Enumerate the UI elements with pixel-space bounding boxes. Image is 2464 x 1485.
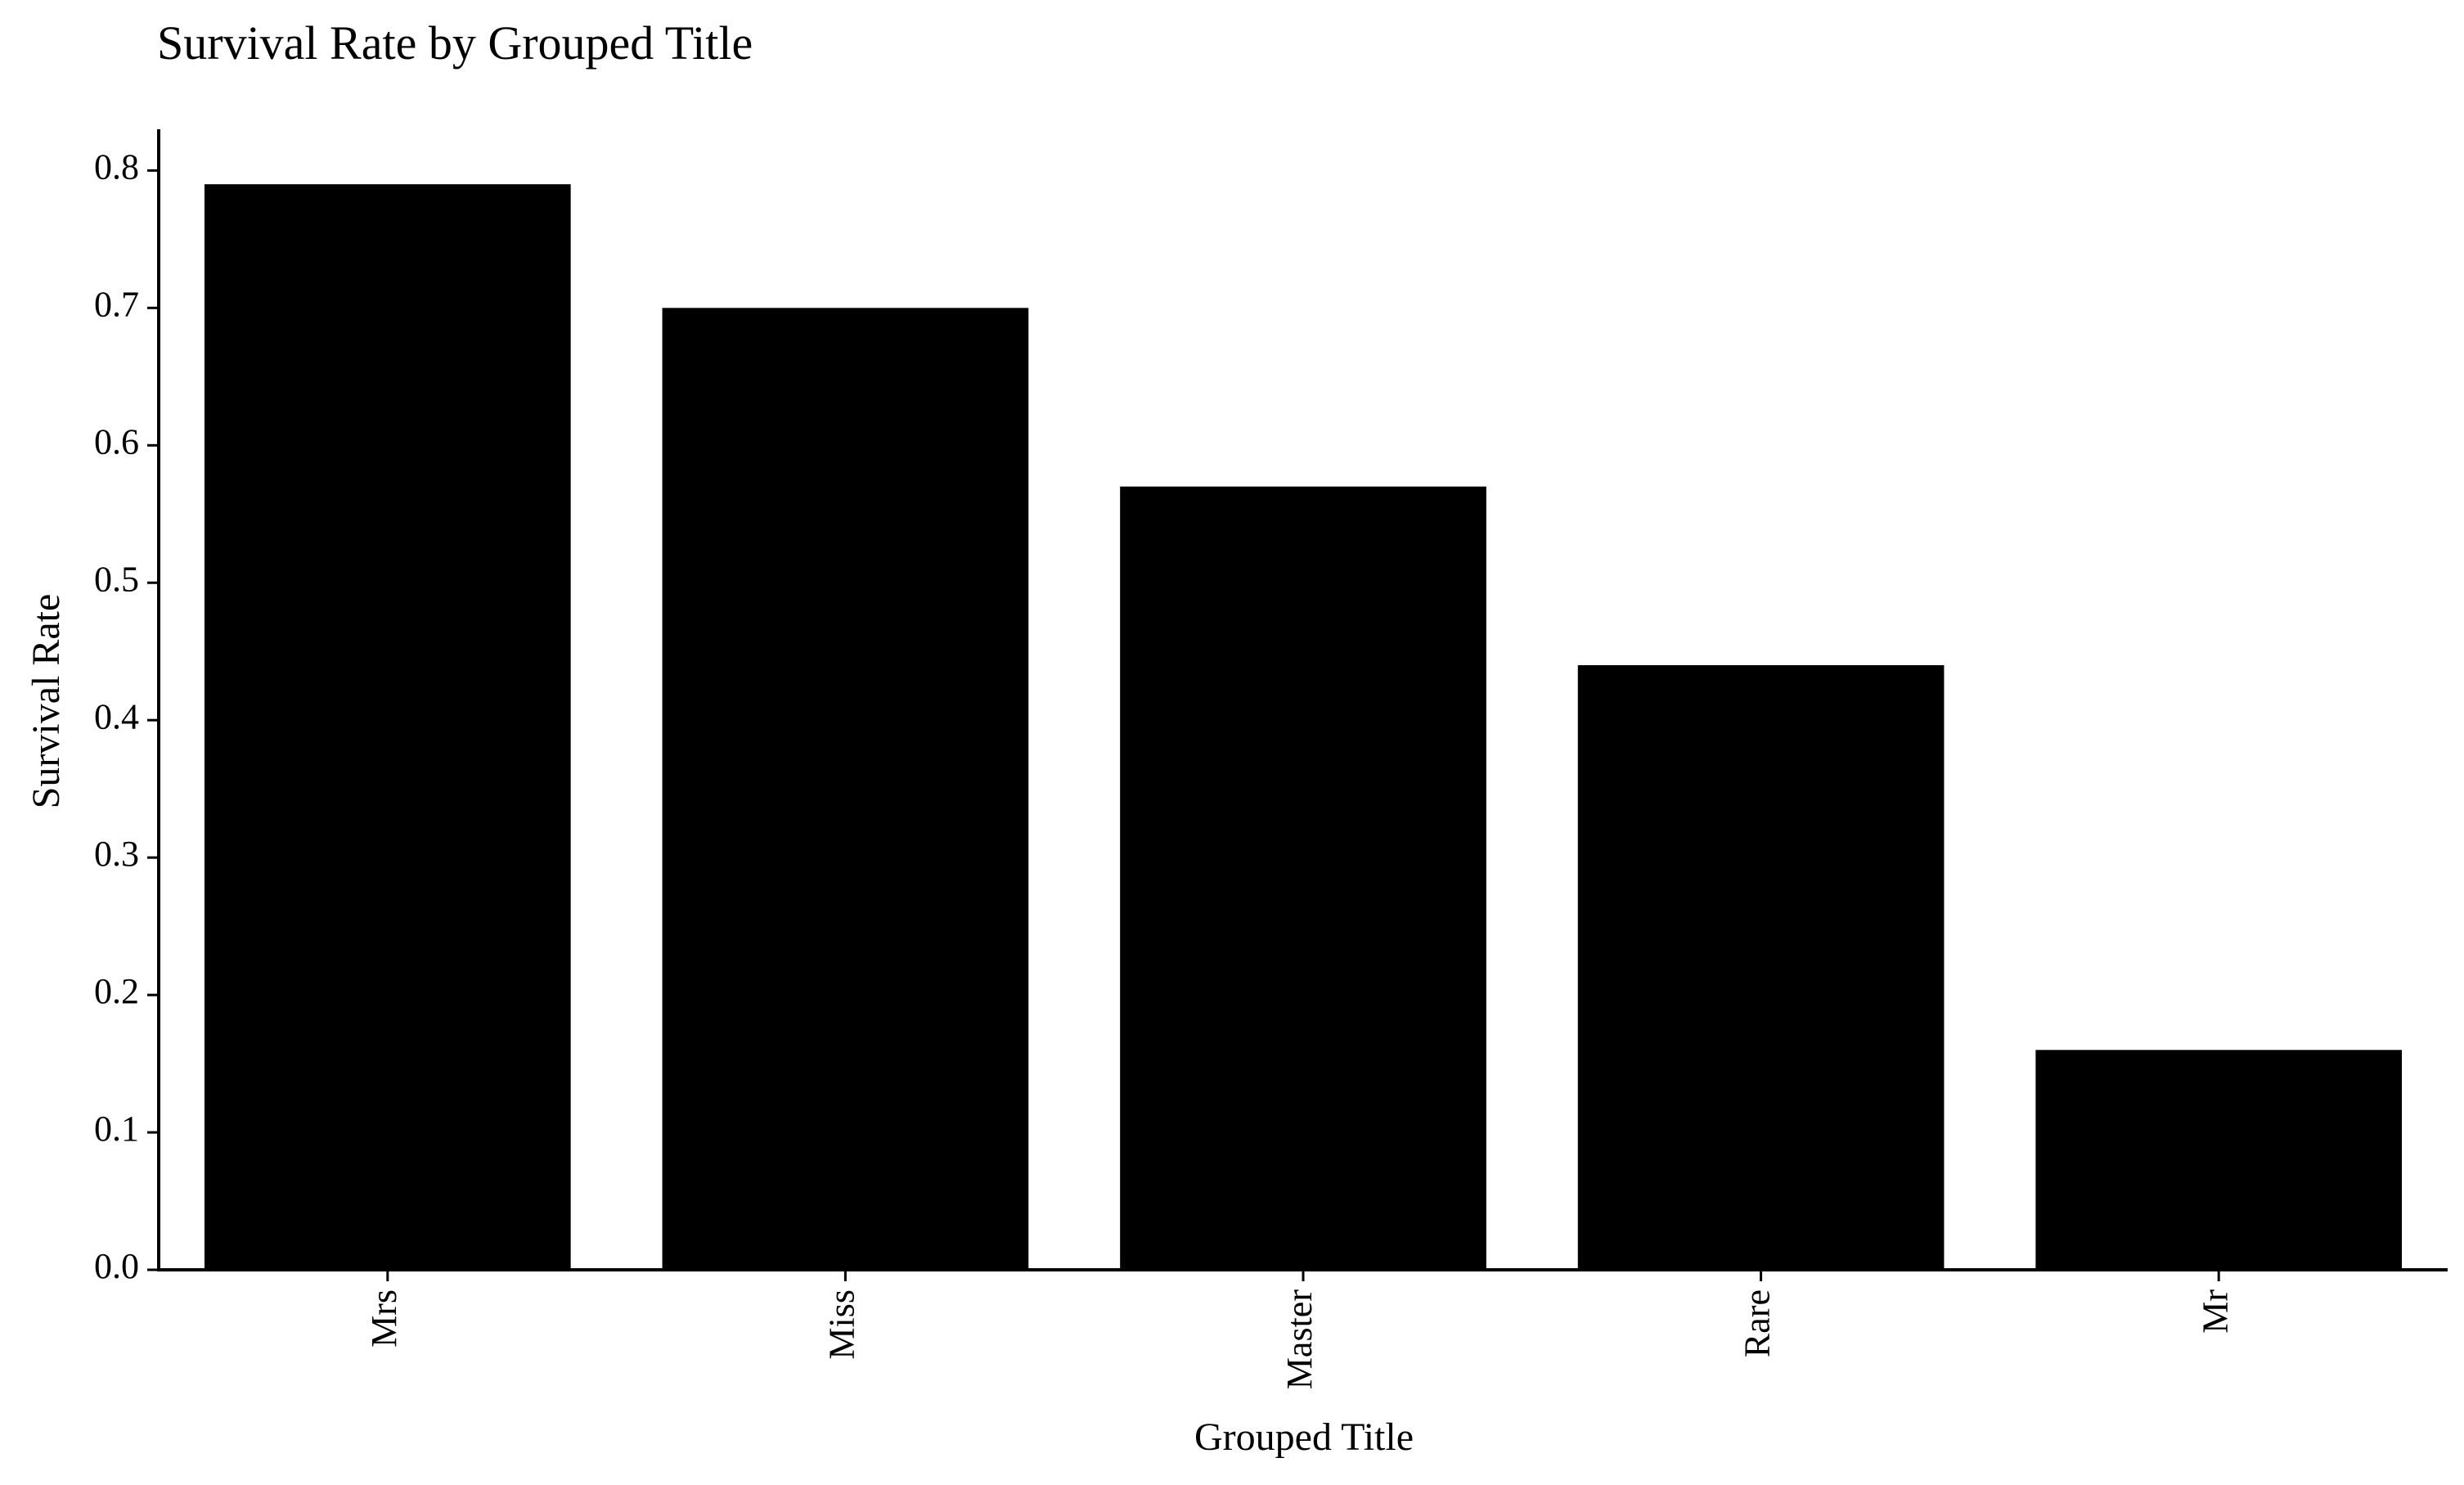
bar-rare (1577, 665, 1945, 1270)
y-tick-label: 0.5 (94, 559, 139, 599)
x-tick-label: Rare (1738, 1289, 1778, 1357)
y-tick-label: 0.6 (94, 421, 139, 461)
y-axis-ticks: 0.0 0.1 0.2 0.3 0.4 0.5 0.6 0.7 0.8 (94, 146, 159, 1286)
x-axis-label: Grouped Title (1194, 1415, 1414, 1459)
chart-title: Survival Rate by Grouped Title (157, 16, 753, 70)
bar-mr (2035, 1050, 2403, 1270)
y-axis-label: Survival Rate (25, 594, 68, 809)
bar-master (1120, 486, 1486, 1270)
y-tick-label: 0.7 (94, 284, 139, 324)
y-tick-label: 0.1 (94, 1109, 139, 1149)
y-tick-label: 0.4 (94, 696, 139, 736)
bars-group (204, 184, 2403, 1271)
x-tick-label: Master (1279, 1289, 1320, 1390)
x-axis-ticks: Mrs Miss Master Rare Mr (364, 1270, 2235, 1389)
y-tick-label: 0.3 (94, 834, 139, 874)
x-tick-label: Mr (2195, 1289, 2235, 1334)
x-tick-label: Mrs (364, 1289, 404, 1348)
x-tick-label: Miss (821, 1289, 861, 1360)
bar-miss (662, 308, 1029, 1270)
bar-mrs (204, 184, 571, 1271)
y-tick-label: 0.8 (94, 146, 139, 187)
y-tick-label: 0.2 (94, 971, 139, 1011)
y-tick-label: 0.0 (94, 1246, 139, 1286)
